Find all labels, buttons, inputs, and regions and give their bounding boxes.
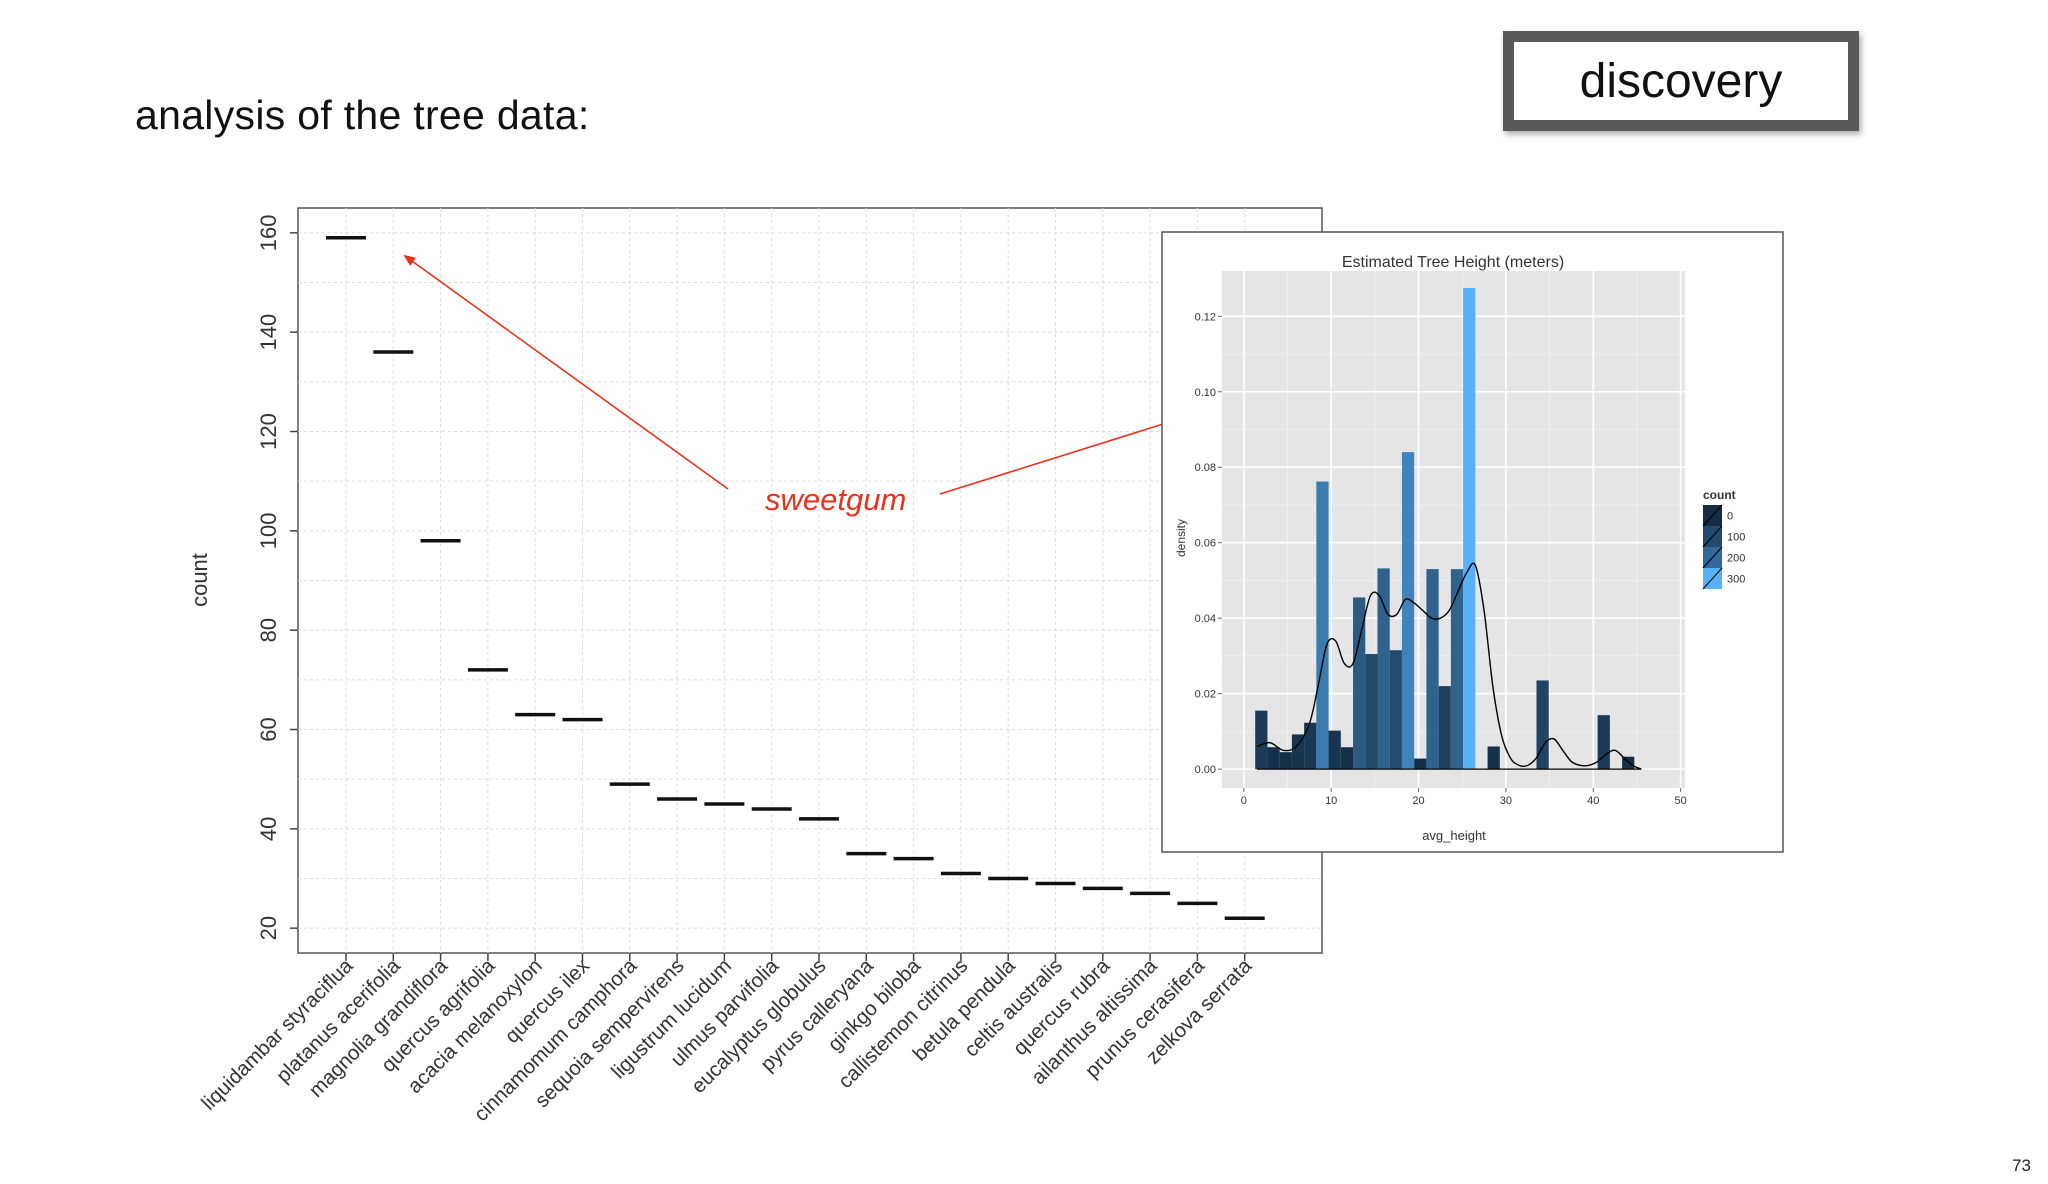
legend-swatch-slash [1702, 546, 1723, 569]
histogram-bar [1304, 722, 1317, 770]
y-tick-label: 140 [256, 314, 281, 351]
legend-label: 0 [1727, 511, 1733, 523]
y-tick-label: 80 [256, 618, 281, 642]
legend-label: 300 [1727, 574, 1745, 586]
y-tick-label: 0.04 [1195, 613, 1216, 625]
histogram-bar [1353, 597, 1366, 770]
annotation-label: sweetgum [765, 482, 906, 517]
x-tick-label: 20 [1412, 795, 1424, 807]
page-number: 73 [2012, 1156, 2031, 1175]
section-tag: discovery [1503, 31, 1859, 131]
histogram-bar [1401, 452, 1415, 770]
chart2-legend: count 0 100 200 300 [1702, 488, 1745, 590]
x-tick-label: 50 [1675, 795, 1687, 807]
histogram-bar [1328, 730, 1341, 770]
y-tick-label: 20 [256, 916, 281, 940]
histogram-bar [1463, 287, 1476, 770]
histogram-bar [1414, 758, 1427, 770]
section-tag-label: discovery [1579, 54, 1783, 108]
histogram-bar [1389, 650, 1402, 770]
chart2-density-curve [1256, 562, 1642, 770]
count-by-species-chart: 20 40 60 80 100 120 140 160 liquidambar styraci… [187, 207, 1323, 1126]
y-tick-label: 0.06 [1195, 538, 1216, 550]
legend-swatch-slash [1702, 504, 1723, 527]
chart1-y-axis-label: count [187, 553, 212, 607]
tree-height-histogram: Estimated Tree Height (meters) 0.000.020… [1161, 231, 1784, 853]
legend-swatch-slash [1702, 525, 1723, 548]
x-tick-label: 30 [1500, 795, 1512, 807]
histogram-bar [1438, 686, 1451, 770]
histogram-bar [1450, 569, 1464, 770]
legend-swatch-slash [1702, 567, 1723, 590]
chart2-y-axis: 0.00 0.02 0.04 0.06 0.08 0.10 0.12 [1195, 311, 1222, 776]
histogram-bar [1255, 710, 1268, 770]
y-tick-label: 0.08 [1195, 462, 1216, 474]
legend-label: 200 [1727, 553, 1745, 565]
chart2-title: Estimated Tree Height (meters) [1342, 254, 1564, 271]
density-curve-line [1256, 562, 1642, 770]
chart2-x-axis-label: avg_height [1422, 828, 1486, 843]
y-tick-label: 0.00 [1195, 764, 1216, 776]
y-tick-label: 100 [256, 512, 281, 549]
annotation-arrow-left [403, 254, 729, 490]
chart1-y-axis: 20 40 60 80 100 120 140 160 [256, 214, 298, 940]
y-tick-label: 120 [256, 413, 281, 450]
y-tick-label: 160 [256, 214, 281, 251]
histogram-bar [1487, 746, 1500, 770]
x-tick-label: 0 [1241, 795, 1247, 807]
histogram-bar [1267, 747, 1280, 770]
chart2-bars [1255, 287, 1635, 770]
histogram-bar [1597, 715, 1610, 770]
legend-title: count [1703, 488, 1736, 502]
y-tick-label: 0.12 [1195, 311, 1216, 323]
y-tick-label: 0.02 [1195, 689, 1216, 701]
histogram-bar [1377, 568, 1390, 770]
histogram-bar [1536, 680, 1549, 770]
histogram-bar [1426, 569, 1439, 770]
legend-label: 100 [1727, 532, 1745, 544]
y-tick-label: 40 [256, 817, 281, 841]
chart2-x-axis: 0 10 20 30 40 50 [1241, 788, 1687, 807]
chart1-marks [326, 236, 1265, 920]
y-tick-label: 60 [256, 717, 281, 741]
histogram-bar [1279, 752, 1292, 770]
histogram-bar [1291, 734, 1305, 770]
slide-title: analysis of the tree data: [135, 92, 590, 138]
histogram-bar [1340, 747, 1354, 770]
histogram-bar [1316, 481, 1329, 770]
chart2-y-axis-label: density [1174, 519, 1188, 557]
histogram-bar [1365, 654, 1378, 770]
y-tick-label: 0.10 [1195, 387, 1216, 399]
x-tick-label: 10 [1325, 795, 1337, 807]
chart1-grid [298, 208, 1322, 953]
x-tick-label: 40 [1587, 795, 1599, 807]
